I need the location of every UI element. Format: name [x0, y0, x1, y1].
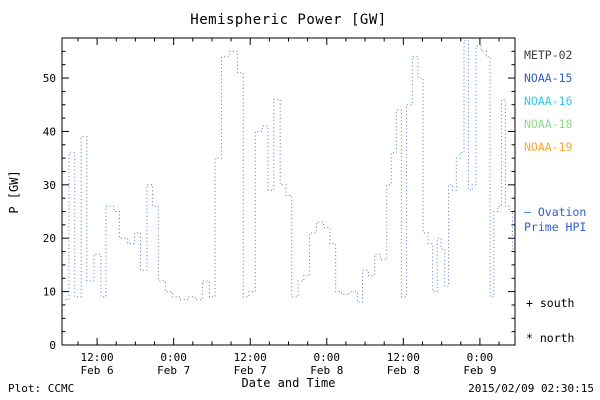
svg-text:Feb 9: Feb 9 [463, 364, 496, 377]
svg-text:12:00: 12:00 [81, 351, 114, 364]
svg-text:0: 0 [49, 339, 56, 352]
svg-text:50: 50 [43, 72, 56, 85]
legend-item-noaa19: NOAA-19 [524, 140, 573, 154]
svg-text:30: 30 [43, 179, 56, 192]
north-marker-label: * north [526, 331, 575, 345]
legend-item-noaa15: NOAA-15 [524, 71, 573, 85]
svg-text:20: 20 [43, 232, 56, 245]
svg-text:0:00: 0:00 [467, 351, 494, 364]
svg-text:Feb 8: Feb 8 [387, 364, 420, 377]
svg-text:40: 40 [43, 125, 56, 138]
svg-text:Feb 7: Feb 7 [234, 364, 267, 377]
svg-text:10: 10 [43, 286, 56, 299]
svg-text:0:00: 0:00 [314, 351, 341, 364]
svg-text:Feb 7: Feb 7 [157, 364, 190, 377]
ovation-model-label-line1: — Ovation [524, 205, 587, 219]
legend: METP-02 NOAA-15 NOAA-16 NOAA-18 NOAA-19 [524, 44, 599, 159]
timestamp: 2015/02/09 02:30:15 [468, 382, 594, 395]
legend-item-noaa16: NOAA-16 [524, 94, 573, 108]
legend-item-metp02: METP-02 [524, 48, 573, 62]
x-axis-label: Date and Time [241, 376, 336, 390]
svg-text:0:00: 0:00 [160, 351, 187, 364]
ovation-model-label-line2: Prime HPI [524, 220, 587, 234]
y-axis-label: P [GW] [7, 170, 21, 214]
chart-title: Hemispheric Power [GW] [190, 12, 387, 28]
ovation-model-label: — Ovation Prime HPI [524, 205, 599, 235]
south-marker-label: + south [526, 296, 575, 310]
svg-text:Feb 8: Feb 8 [310, 364, 343, 377]
svg-text:Feb 6: Feb 6 [81, 364, 114, 377]
plot-credit: Plot: CCMC [8, 382, 75, 395]
svg-text:12:00: 12:00 [387, 351, 420, 364]
svg-text:12:00: 12:00 [234, 351, 267, 364]
legend-item-noaa18: NOAA-18 [524, 117, 573, 131]
